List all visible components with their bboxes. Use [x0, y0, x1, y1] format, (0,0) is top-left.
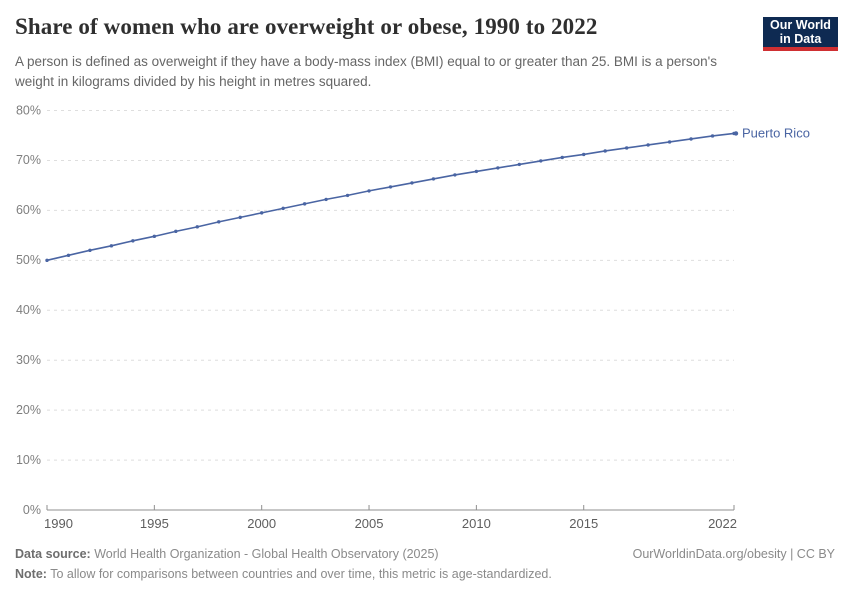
series-line — [46, 132, 735, 262]
y-axis-label: 30% — [16, 353, 41, 367]
data-point — [195, 225, 199, 229]
data-point — [217, 220, 221, 224]
data-point — [259, 211, 264, 215]
data-point — [539, 159, 543, 163]
data-point — [302, 202, 307, 206]
y-axis-label: 10% — [16, 453, 41, 467]
data-point — [646, 143, 650, 147]
x-axis-label: 2005 — [355, 516, 384, 531]
logo-line1: Our World — [770, 18, 831, 32]
data-point — [710, 134, 715, 138]
data-point — [281, 206, 285, 211]
series-entity-label: Puerto Rico — [742, 125, 810, 140]
data-point — [324, 197, 328, 202]
data-point — [109, 244, 114, 248]
chart-footer: Data source: World Health Organization -… — [15, 547, 835, 581]
x-axis-label: 1990 — [44, 516, 73, 531]
data-point — [560, 155, 564, 160]
line-chart: 0% 10% 20% 30% 40% 50% 60% 70% 80% 1990 1995 2000 20… — [16, 103, 810, 531]
data-point — [517, 162, 522, 167]
y-axis-label: 0% — [23, 503, 41, 517]
data-point — [388, 185, 393, 189]
logo-line2: in Data — [779, 32, 822, 46]
data-point — [496, 166, 500, 170]
data-point — [582, 152, 586, 157]
owid-logo: Our World in Data — [763, 17, 838, 51]
data-point — [174, 229, 178, 234]
note-label: Note: — [15, 567, 47, 581]
data-point — [667, 140, 672, 144]
x-axis-label: 1995 — [140, 516, 169, 531]
y-axis-label: 70% — [16, 153, 41, 167]
data-point — [624, 146, 629, 150]
data-point — [367, 189, 371, 193]
note-text: To allow for comparisons between countri… — [46, 567, 552, 581]
data-point — [474, 169, 479, 174]
data-point — [410, 181, 414, 185]
data-point — [88, 248, 92, 253]
data-point — [152, 234, 157, 239]
data-point — [603, 149, 607, 153]
data-point — [689, 137, 693, 141]
license-link[interactable]: OurWorldinData.org/obesity | CC BY — [632, 547, 835, 561]
x-axis-label: 2022 — [708, 516, 737, 531]
data-point — [431, 177, 436, 181]
data-point — [66, 253, 71, 258]
data-source-label: Data source: — [15, 547, 91, 561]
data-source: Data source: World Health Organization -… — [15, 547, 439, 561]
series-end-marker — [733, 131, 739, 136]
y-axis-label: 50% — [16, 253, 41, 267]
x-axis-label: 2000 — [247, 516, 276, 531]
data-point — [453, 173, 457, 177]
data-point — [131, 239, 135, 243]
chart-subtitle: A person is defined as overweight if the… — [15, 54, 717, 89]
page-title: Share of women who are overweight or obe… — [15, 14, 598, 39]
data-point — [45, 258, 49, 263]
chart-note: Note: To allow for comparisons between c… — [15, 567, 835, 581]
data-point — [345, 193, 350, 198]
y-axis-label: 80% — [16, 103, 41, 117]
data-point — [238, 215, 242, 220]
y-axis-label: 20% — [16, 403, 41, 417]
data-source-text: World Health Organization - Global Healt… — [90, 547, 439, 561]
x-axis-label: 2015 — [569, 516, 598, 531]
x-axis-label: 2010 — [462, 516, 491, 531]
y-axis-label: 40% — [16, 303, 41, 317]
y-axis-label: 60% — [16, 203, 41, 217]
